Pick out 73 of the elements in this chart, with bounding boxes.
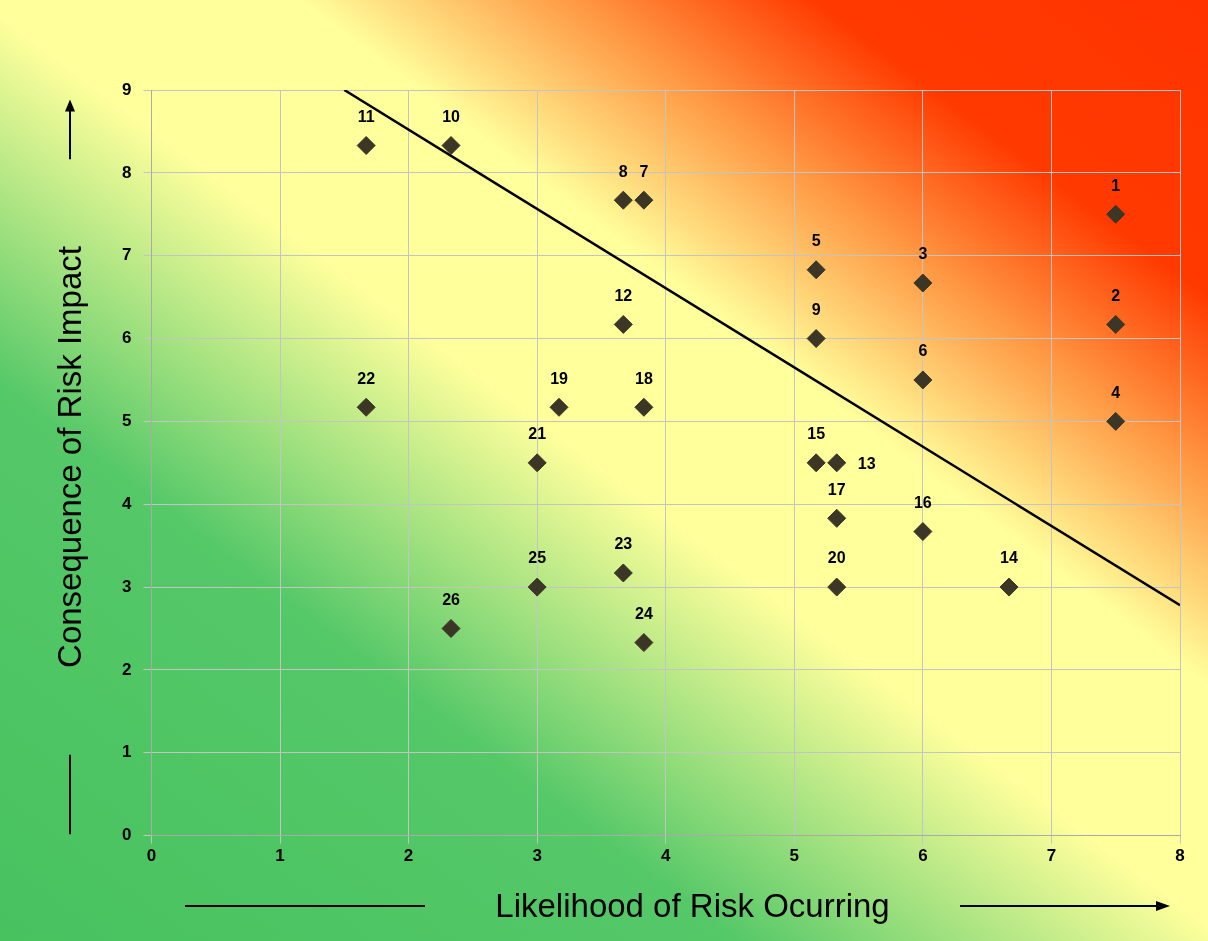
series-label: 5: [811, 232, 821, 250]
x-tick-label: 1: [275, 846, 285, 866]
series-label: 1: [1111, 176, 1121, 194]
y-tick-label: 3: [121, 576, 132, 596]
x-tick-label: 8: [1175, 846, 1185, 866]
point: [806, 453, 826, 473]
x-tick-label: 6: [918, 846, 928, 866]
point: [827, 453, 847, 473]
point: [1106, 204, 1126, 224]
point: [827, 508, 847, 528]
x-tick-label: 3: [532, 846, 542, 866]
series-label: 3: [918, 245, 928, 263]
point: [806, 329, 826, 349]
point: [613, 563, 633, 583]
point: [827, 577, 847, 597]
series-label: 19: [550, 369, 569, 387]
series-label: 11: [357, 107, 375, 125]
y-tick-label: 6: [121, 328, 132, 348]
series-label: 24: [634, 604, 653, 622]
point: [1106, 411, 1126, 431]
x-axis-title: Likelihood of Risk Ocurring: [494, 887, 891, 925]
series-label: 18: [634, 369, 653, 387]
point: [1106, 314, 1126, 334]
point: [441, 618, 461, 638]
series-label: 4: [1111, 383, 1121, 401]
y-tick-label: 5: [121, 411, 132, 431]
series-label: 7: [639, 162, 649, 180]
x-tick-label: 5: [789, 846, 800, 866]
series-label: 2: [1111, 286, 1121, 304]
point: [913, 522, 933, 542]
point: [806, 260, 826, 280]
point: [356, 397, 376, 417]
point: [527, 577, 547, 597]
series-label: 8: [618, 162, 628, 180]
y-tick-label: 7: [121, 245, 132, 265]
y-axis-title: Consequence of Risk Impact: [51, 244, 89, 670]
y-tick-label: 2: [121, 659, 132, 679]
series-label: 6: [918, 342, 928, 360]
series-label: 15: [807, 425, 826, 443]
series-label: 21: [528, 425, 547, 443]
y-tick-label: 8: [121, 162, 132, 182]
x-tick-label: 2: [403, 846, 414, 866]
series-label: 17: [827, 480, 846, 498]
x-tick-label: 0: [146, 846, 157, 866]
point: [549, 397, 569, 417]
y-tick-label: 9: [121, 79, 132, 99]
series-label: 25: [528, 549, 547, 567]
series-label: 22: [357, 369, 376, 387]
point: [634, 397, 654, 417]
x-tick-label: 4: [660, 846, 671, 866]
point: [441, 136, 461, 156]
point: [913, 370, 933, 390]
point: [356, 136, 376, 156]
y-tick-label: 4: [121, 493, 132, 513]
series-label: 23: [614, 535, 633, 553]
series-label: 16: [913, 493, 932, 511]
series-label: 14: [1000, 549, 1018, 567]
series-label: 13: [857, 455, 876, 473]
point: [913, 273, 933, 293]
point: [527, 453, 547, 473]
y-tick-label: 1: [121, 742, 132, 762]
point: [613, 190, 633, 210]
series-label: 9: [811, 300, 821, 318]
point: [999, 577, 1019, 597]
x-tick-label: 7: [1046, 846, 1057, 866]
series-label: 12: [614, 286, 633, 304]
point: [634, 633, 654, 653]
y-tick-label: 0: [121, 825, 132, 845]
series-label: 26: [442, 590, 461, 608]
point: [613, 314, 633, 334]
point: [634, 190, 654, 210]
series-label: 20: [827, 549, 846, 567]
series-label: 10: [442, 107, 461, 125]
